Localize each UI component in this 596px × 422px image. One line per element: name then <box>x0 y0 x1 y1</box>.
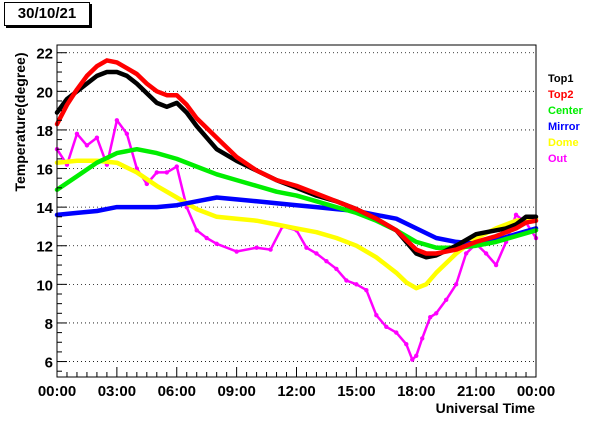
legend-entry-dome: Dome <box>548 137 579 149</box>
series-point-out <box>334 266 339 272</box>
series-point-out <box>214 241 219 247</box>
series-line-out <box>55 119 538 361</box>
series-line-mirror <box>54 195 539 247</box>
legend-entry-out: Out <box>548 153 567 165</box>
series-point-out <box>324 258 329 264</box>
series-point-out <box>453 282 459 287</box>
series-point-out <box>94 135 100 140</box>
legend-entry-top1: Top1 <box>548 73 573 85</box>
x-tick-label: 21:00 <box>457 383 495 400</box>
series-layer <box>54 58 539 362</box>
x-axis-label: Universal Time <box>436 400 536 416</box>
series-point-out <box>144 181 150 187</box>
plot-area <box>57 45 536 377</box>
legend: Top1 Top2 Center Mirror Dome Out <box>548 73 584 165</box>
series-point-out <box>234 249 239 254</box>
series-point-out <box>428 314 433 320</box>
series-point-out <box>174 164 179 169</box>
x-tick-label: 06:00 <box>158 383 196 400</box>
series-point-out <box>164 170 169 175</box>
series-point-out <box>443 297 449 302</box>
series-point-out <box>344 278 349 283</box>
series-point-out <box>434 311 439 316</box>
series-point-out <box>394 330 399 335</box>
series-point-out <box>74 131 80 136</box>
x-tick-label: 15:00 <box>337 383 375 400</box>
series-point-out <box>204 235 209 241</box>
x-tick-label: 03:00 <box>98 383 136 400</box>
date-label: 30/10/21 <box>4 2 90 26</box>
series-point-out <box>154 170 159 175</box>
series-point-out <box>364 287 369 293</box>
series-point-out <box>84 143 90 148</box>
series-point-out <box>493 262 499 268</box>
series-line-top2 <box>54 58 539 256</box>
legend-entry-top2: Top2 <box>548 89 573 101</box>
x-tick-label: 12:00 <box>277 383 315 400</box>
y-tick-label: 22 <box>36 46 53 63</box>
y-tick-label: 8 <box>45 316 53 333</box>
y-tick-label: 20 <box>36 84 53 101</box>
y-axis-label: Temperature(degree) <box>12 52 28 191</box>
x-tick-label: 00:00 <box>517 383 555 400</box>
x-tick-label: 18:00 <box>397 383 435 400</box>
series-point-out <box>410 357 415 362</box>
legend-entry-center: Center <box>548 105 584 117</box>
y-tick-label: 12 <box>36 239 53 256</box>
series-point-out <box>268 247 273 252</box>
series-point-out <box>374 313 379 318</box>
series-point-out <box>314 251 319 256</box>
y-tick-label: 14 <box>36 200 53 217</box>
y-tick-label: 6 <box>45 355 53 372</box>
axes <box>56 52 537 377</box>
series-point-out <box>114 118 120 123</box>
series-point-out <box>354 282 359 287</box>
series-point-out <box>254 245 259 250</box>
tick-labels: 6 8 10 12 14 16 18 20 22 00:00 03:00 06:00 09:00 12:0… <box>36 46 555 400</box>
series-point-out <box>483 251 489 256</box>
series-point-out <box>404 341 409 347</box>
series-point-out <box>420 336 425 341</box>
y-tick-label: 10 <box>36 277 53 294</box>
series-point-out <box>124 131 130 136</box>
series-point-out <box>463 251 469 256</box>
series-line-dome <box>54 158 539 291</box>
series-point-out <box>304 245 309 250</box>
y-tick-label: 16 <box>36 162 53 179</box>
series-point-out <box>513 212 519 218</box>
series-point-out <box>414 353 419 358</box>
series-point-out <box>194 228 199 233</box>
x-tick-label: 00:00 <box>38 383 76 400</box>
x-tick-label: 09:00 <box>217 383 255 400</box>
legend-entry-mirror: Mirror <box>548 121 581 133</box>
series-point-out <box>384 324 389 330</box>
y-tick-label: 18 <box>36 123 53 140</box>
